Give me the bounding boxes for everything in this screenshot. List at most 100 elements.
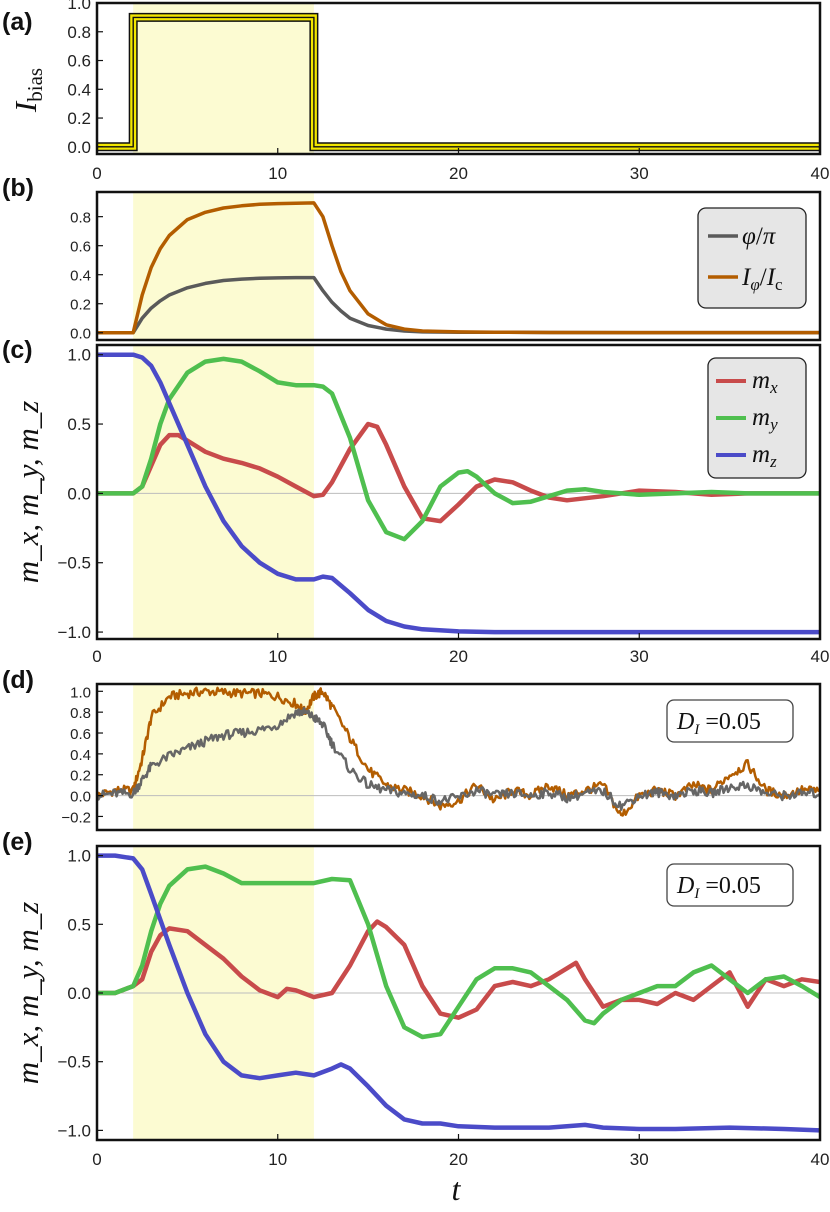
panel-c-legend-label-my: my (752, 404, 778, 434)
xtick-label: 10 (268, 647, 287, 666)
panel-c-xticks: 0 10 20 30 40 (92, 633, 829, 666)
ytick-label: −1.0 (57, 623, 91, 642)
ytick-label: 1.0 (70, 684, 91, 701)
series-line-1 (97, 864, 820, 1040)
panel-a-ylabel: Ibias (8, 68, 47, 113)
panel-a-ylabel-main: I (8, 100, 43, 113)
ytick-label: 0.4 (70, 268, 91, 285)
ytick-label: 0.2 (70, 297, 91, 314)
ytick-label: 0.0 (70, 326, 91, 343)
ytick-label: 0.8 (67, 23, 91, 42)
panel-c-series (97, 352, 820, 635)
panel-c-legend: mx my mz (707, 357, 807, 479)
xtick-label: 40 (811, 1150, 830, 1169)
panel-c: 1.0 0.5 0.0 −0.5 −1.0 0 10 20 30 40 (c) m_x, m_y… (2, 336, 829, 666)
shaded-region (133, 192, 314, 340)
panel-e-yticks: 1.0 0.5 0.0 −0.5 −1.0 (57, 847, 103, 1140)
panel-e: 1.0 0.5 0.0 −0.5 −1.0 0 10 20 30 40 (e) m_x, m_y… (2, 828, 829, 1169)
xtick-label: 10 (268, 1150, 287, 1169)
panel-b-series (97, 201, 820, 335)
panel-a-label: (a) (2, 8, 33, 36)
xtick-label: 20 (449, 647, 468, 666)
panel-d: 1.0 0.8 0.6 0.4 0.2 0.0 −0.2 (d) DI =0.05 (2, 666, 822, 832)
ytick-label: 0.5 (67, 415, 91, 434)
xtick-label: 20 (449, 164, 468, 183)
panel-d-series (97, 686, 820, 817)
panel-e-annotation: DI =0.05 (666, 863, 794, 907)
panel-b-legend-label-phi: φ/π (742, 223, 777, 250)
ytick-label: 0.0 (67, 484, 91, 503)
svg-text:Ibias: Ibias (8, 68, 47, 113)
series-line-0 (97, 421, 820, 524)
xtick-label: 0 (92, 1150, 101, 1169)
ytick-label: 0.2 (67, 109, 91, 128)
panel-a: 0.0 0.2 0.4 0.6 0.8 1.0 0 10 20 30 40 (a) Ibias (2, 0, 829, 183)
panel-e-series (97, 853, 820, 1133)
ytick-label: 0.4 (67, 80, 91, 99)
ytick-label: 0.8 (70, 705, 91, 722)
panel-a-yticks: 0.0 0.2 0.4 0.6 0.8 1.0 (67, 0, 103, 157)
xtick-label: 30 (630, 1150, 649, 1169)
panel-e-annotation-text: DI =0.05 (676, 873, 761, 902)
ytick-label: 1.0 (67, 847, 91, 866)
ytick-label: 0.8 (70, 210, 91, 227)
ytick-label: 0.6 (70, 726, 91, 743)
ytick-label: 0.0 (67, 138, 91, 157)
panel-e-ylabel: m_x, m_y, m_z (10, 902, 45, 1085)
xtick-label: 40 (811, 647, 830, 666)
panel-a-ylabel-sub: bias (23, 68, 47, 102)
ytick-label: 0.5 (67, 915, 91, 934)
panel-d-label: (d) (2, 666, 34, 694)
xtick-label: 0 (92, 164, 101, 183)
panel-b-frame (95, 190, 822, 342)
panel-c-shade (133, 345, 314, 639)
series-inner-0 (97, 16, 820, 148)
panel-a-xticks: 0 10 20 30 40 (92, 148, 829, 183)
shaded-region (133, 3, 314, 154)
xtick-label: 40 (811, 164, 830, 183)
panel-b-shade (133, 192, 314, 340)
panel-c-ylabel: m_x, m_y, m_z (10, 401, 45, 584)
shaded-region (133, 345, 314, 639)
panel-c-label: (c) (2, 336, 33, 364)
ytick-label: −0.5 (57, 554, 91, 573)
xtick-label: 30 (630, 164, 649, 183)
series-line-2 (97, 853, 820, 1133)
series-line-1 (97, 356, 820, 542)
panel-e-label: (e) (2, 828, 33, 856)
panel-b-yticks: 0.0 0.2 0.4 0.6 0.8 (70, 210, 103, 343)
panel-c-legend-label-mx: mx (752, 367, 778, 397)
panel-c-ylabel-text: m_x, m_y, m_z (10, 401, 45, 584)
panel-d-yticks: 1.0 0.8 0.6 0.4 0.2 0.0 −0.2 (61, 684, 103, 826)
xtick-label: 10 (268, 164, 287, 183)
series-line-1 (97, 201, 820, 335)
xtick-label: 20 (449, 1150, 468, 1169)
xtick-label: 0 (92, 647, 101, 666)
panel-b-label: (b) (2, 174, 34, 202)
panel-d-annotation-box (666, 699, 794, 743)
ytick-label: 0.2 (70, 768, 91, 785)
panel-c-yticks: 1.0 0.5 0.0 −0.5 −1.0 (57, 346, 103, 642)
series-line-2 (97, 352, 820, 635)
panel-c-legend-box (707, 357, 807, 479)
ytick-label: −0.5 (57, 1053, 91, 1072)
panel-b-legend-label-iphi: Iφ/Ic (741, 264, 783, 294)
shared-xlabel: t (452, 1171, 462, 1207)
ytick-label: 0.6 (67, 52, 91, 71)
ytick-label: 0.6 (70, 239, 91, 256)
series-line-0 (97, 919, 820, 1020)
panel-e-xticks: 0 10 20 30 40 (92, 1134, 829, 1169)
ytick-label: −0.2 (61, 809, 91, 826)
xtick-label: 30 (630, 647, 649, 666)
ytick-label: 1.0 (67, 346, 91, 365)
panel-d-frame (95, 682, 822, 832)
panel-b: 0.0 0.2 0.4 0.6 0.8 (b) φ/π Iφ/Ic (2, 174, 822, 343)
ytick-label: 0.4 (70, 747, 91, 764)
ytick-label: −1.0 (57, 1121, 91, 1140)
panel-e-annotation-box (666, 863, 794, 907)
panel-e-ylabel-text: m_x, m_y, m_z (10, 902, 45, 1085)
ytick-label: 0.0 (67, 984, 91, 1003)
panel-a-shade (133, 3, 314, 154)
panel-c-legend-label-mz: mz (752, 441, 777, 471)
